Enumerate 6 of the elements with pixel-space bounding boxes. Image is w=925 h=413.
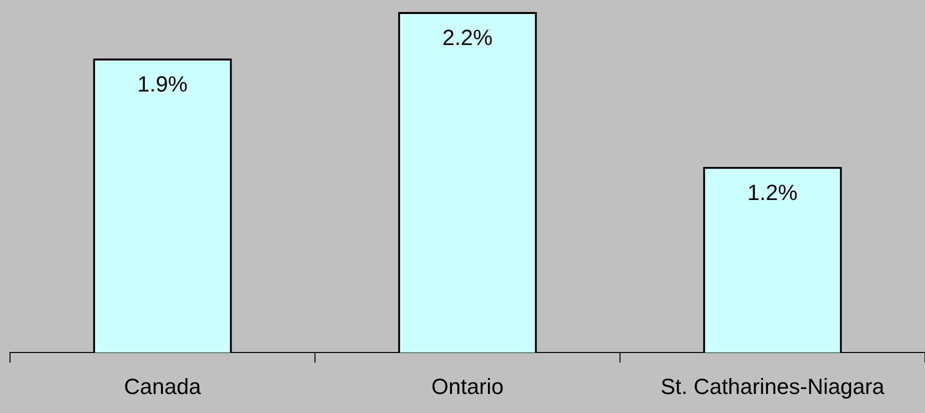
data-label: 1.9%	[137, 72, 188, 97]
data-label: 1.2%	[747, 180, 798, 205]
x-tick-label: Ontario	[431, 374, 504, 399]
x-tick-label: Canada	[124, 374, 202, 399]
data-label: 2.2%	[442, 25, 493, 50]
x-tick-label: St. Catharines-Niagara	[660, 374, 886, 399]
